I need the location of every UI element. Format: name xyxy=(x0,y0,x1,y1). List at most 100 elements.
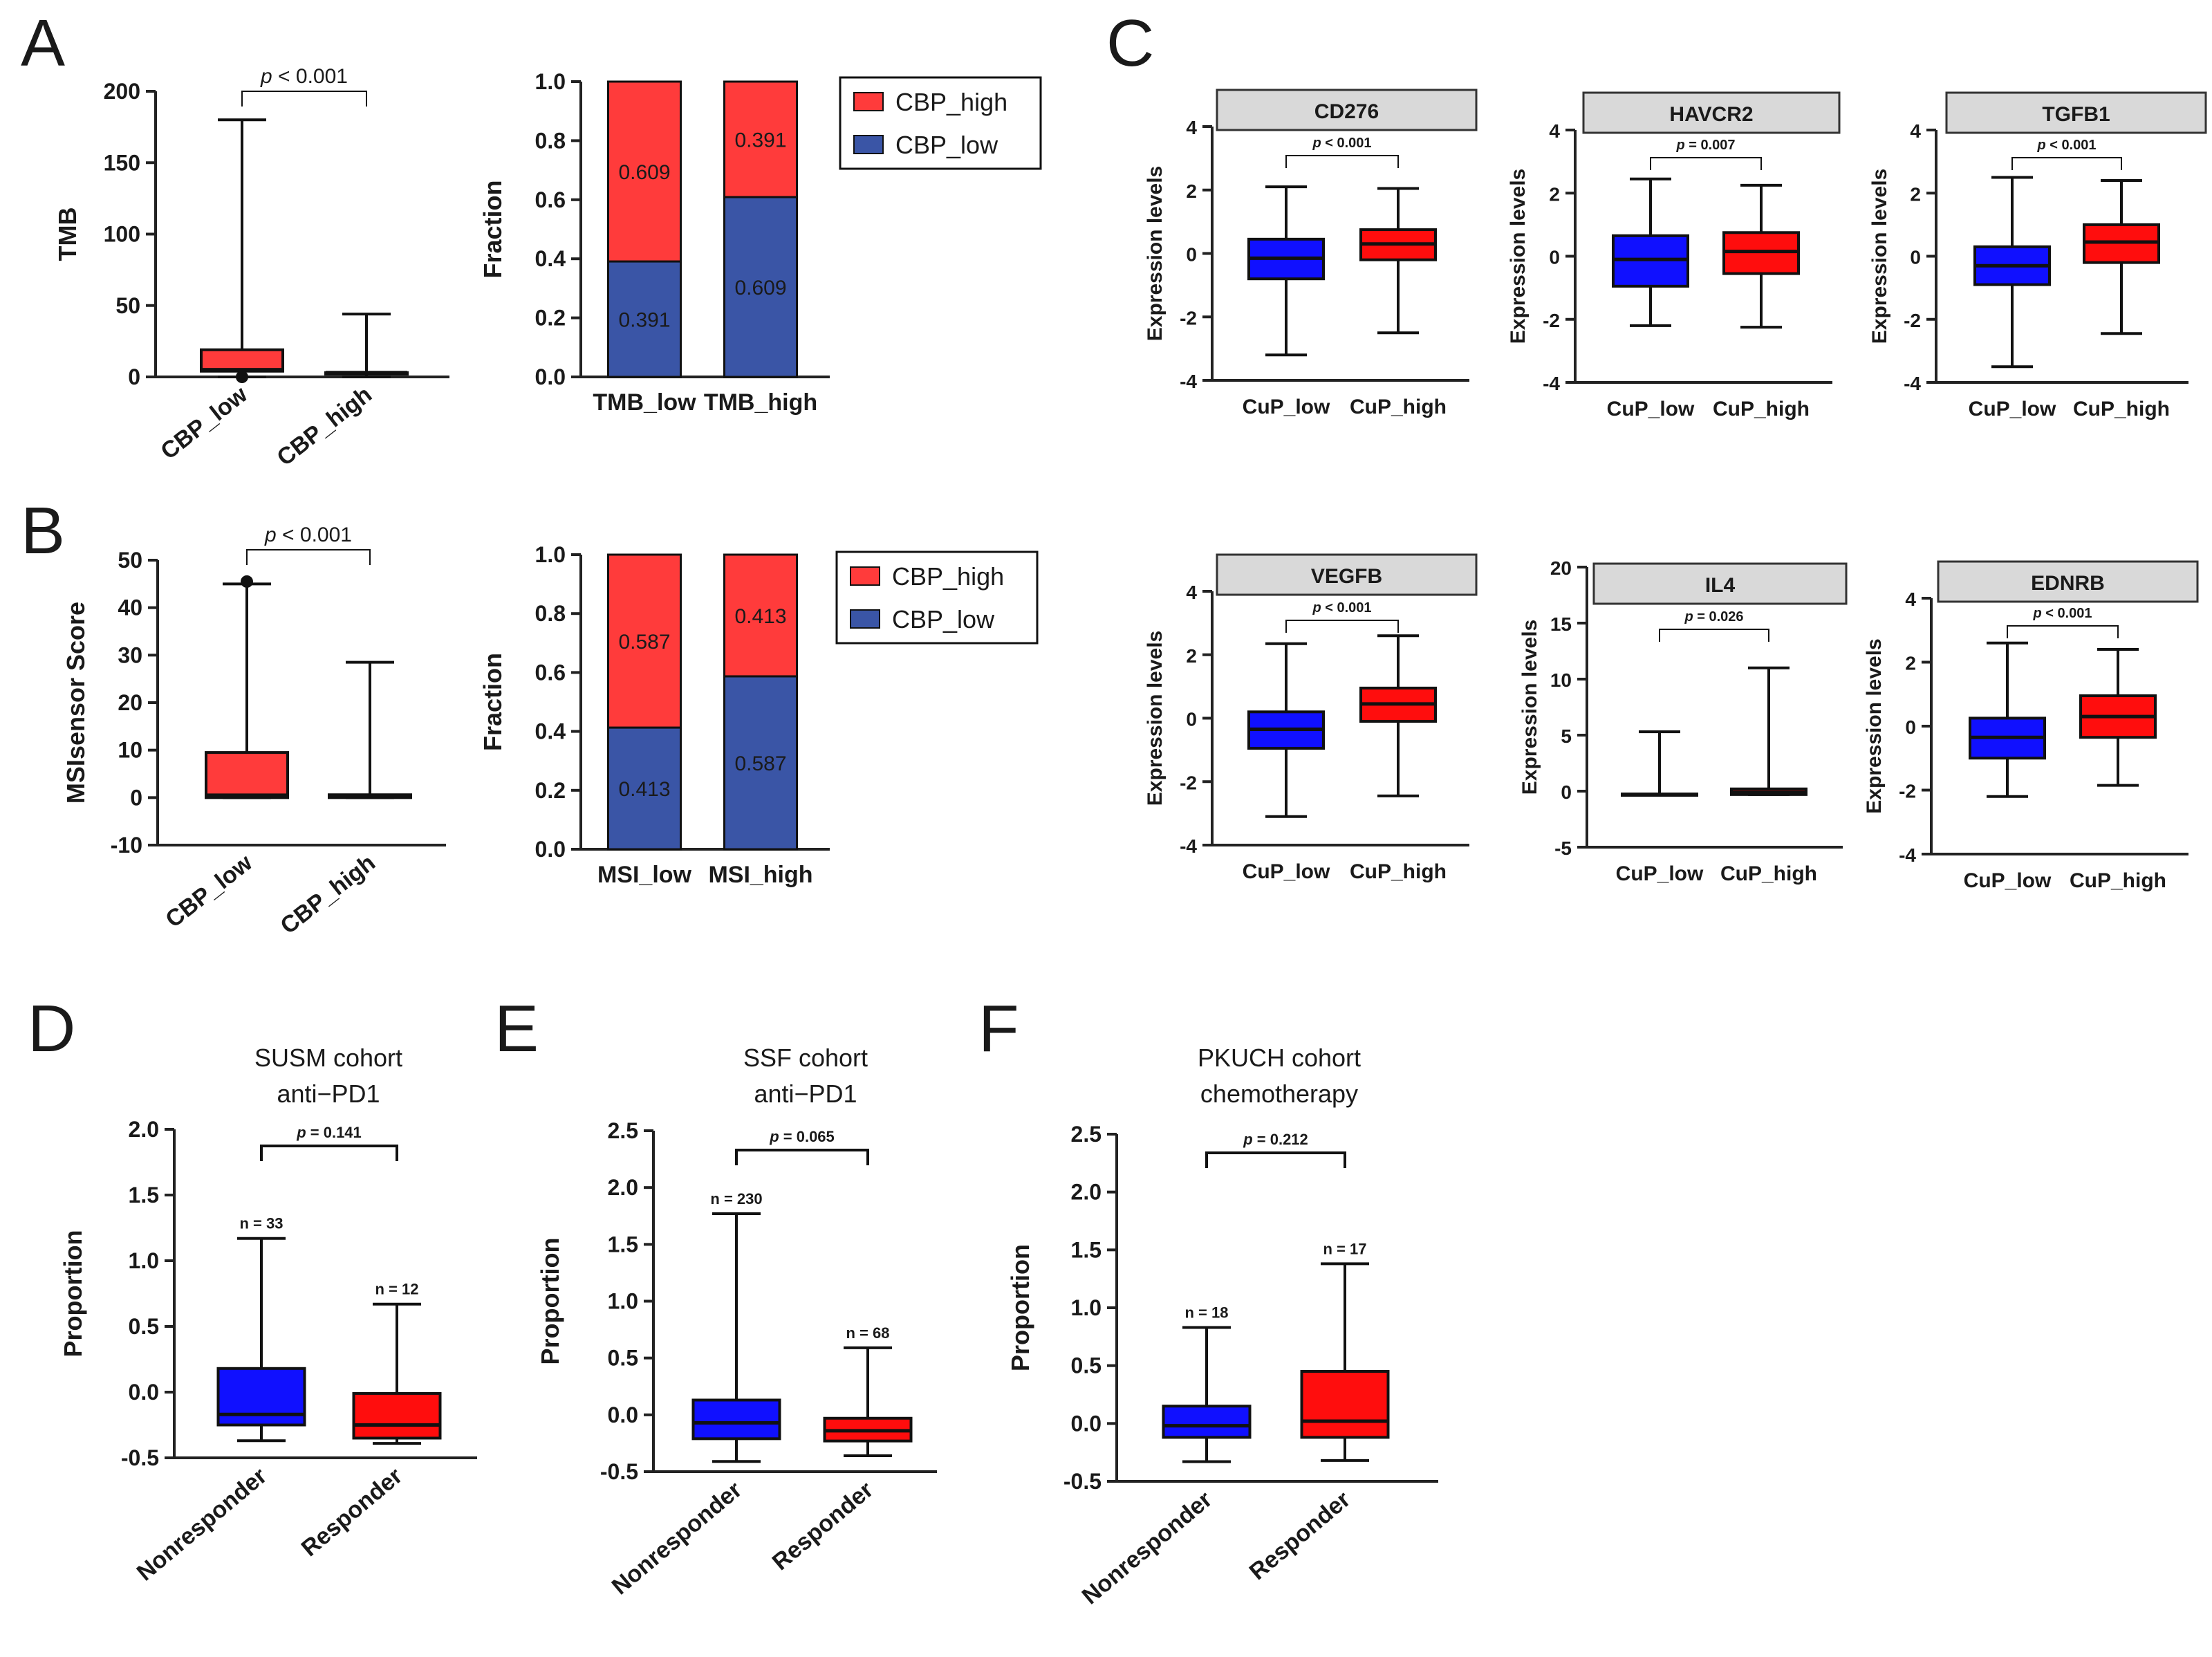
E_box-n-label: n = 68 xyxy=(846,1324,890,1342)
B_bar-y-tick-label: 0.8 xyxy=(535,601,566,626)
A_bar-y-tick-label: 0.8 xyxy=(535,128,566,153)
panel-letter-b: B xyxy=(21,494,65,568)
D_box-y-tick-label: -0.5 xyxy=(121,1445,159,1470)
A_bar-legend-label-low: CBP_low xyxy=(895,131,998,159)
B_bar-category-label: MSI_low xyxy=(597,862,692,888)
C_EDNRB-gene-title: EDNRB xyxy=(2031,572,2105,595)
A_box-y-tick-label: 150 xyxy=(104,150,140,175)
F_box-cohort-title: PKUCH cohort xyxy=(1198,1044,1361,1072)
D_box-category-label: Nonresponder xyxy=(132,1463,272,1586)
C_TGFB1-y-tick-label: 0 xyxy=(1910,247,1921,268)
F_box-y-tick-label: 0.0 xyxy=(1071,1411,1102,1436)
D_box-y-tick-label: 2.0 xyxy=(129,1117,159,1142)
B_box-y-tick-label: 30 xyxy=(118,642,142,667)
B_bar-y-tick-label: 0.0 xyxy=(535,837,566,862)
B_bar-y-tick-label: 1.0 xyxy=(535,542,566,567)
C_VEGFB-y-tick-label: 2 xyxy=(1186,645,1197,667)
B_bar-y-tick-label: 0.2 xyxy=(535,778,566,803)
C_IL4-category-label: CuP_high xyxy=(1720,862,1817,885)
C_HAVCR2-y-tick-label: -2 xyxy=(1543,310,1560,331)
E_box-y-tick-label: -0.5 xyxy=(600,1459,638,1484)
C_CD276-gene-title: CD276 xyxy=(1314,100,1379,123)
C_CD276-y-tick-label: -4 xyxy=(1180,371,1197,392)
B_box-y-tick-label: 40 xyxy=(118,595,142,620)
C_TGFB1-gene-title: TGFB1 xyxy=(2042,103,2110,126)
A_bar-bar-cbp-high xyxy=(607,80,682,263)
D_box-y-axis-label: Proportion xyxy=(59,1230,87,1358)
F_box-category-label: Nonresponder xyxy=(1077,1486,1217,1609)
B_box-box-0 xyxy=(205,751,289,799)
C_VEGFB-y-tick-label: -2 xyxy=(1180,772,1197,793)
C_CD276-y-tick-label: 4 xyxy=(1186,117,1197,138)
C_IL4-y-tick-label: -5 xyxy=(1554,837,1572,859)
B_bar-segment-label: 0.587 xyxy=(618,631,670,654)
E_box-cohort-subtitle: anti−PD1 xyxy=(754,1080,857,1108)
C_TGFB1-title-strip xyxy=(1945,91,2207,134)
C_HAVCR2-y-tick-label: 4 xyxy=(1549,120,1560,142)
D_box-category-label: Responder xyxy=(297,1463,407,1562)
C_HAVCR2-category-label: CuP_high xyxy=(1713,398,1810,420)
C_EDNRB-category-label: CuP_high xyxy=(2070,869,2166,892)
C_EDNRB-y-tick-label: 0 xyxy=(1905,716,1916,738)
C_VEGFB-pvalue-bracket xyxy=(1285,620,1399,633)
A_box-y-tick-label: 200 xyxy=(104,79,140,104)
C_EDNRB-y-axis-label: Expression levels xyxy=(1863,638,1886,813)
F_box-cohort-subtitle: chemotherapy xyxy=(1200,1080,1358,1108)
E_box-y-tick-label: 0.0 xyxy=(608,1403,638,1427)
B_bar-bar-cbp-high xyxy=(723,553,798,678)
A_bar-segment-label: 0.609 xyxy=(618,161,670,184)
A_bar-segment-label: 0.391 xyxy=(618,309,670,332)
F_box-y-tick-label: 1.5 xyxy=(1071,1237,1102,1262)
C_HAVCR2-category-label: CuP_low xyxy=(1607,398,1695,420)
C_VEGFB-y-axis-label: Expression levels xyxy=(1144,631,1167,806)
E_box-pvalue-label: p = 0.065 xyxy=(769,1128,835,1145)
D_box-n-label: n = 33 xyxy=(240,1215,284,1232)
C_EDNRB-y-tick-label: -4 xyxy=(1899,844,1916,866)
C_VEGFB-category-label: CuP_low xyxy=(1243,860,1330,883)
A_bar-legend-swatch-high xyxy=(853,92,884,111)
B_box-y-axis-label: MSIsensor Score xyxy=(62,602,90,804)
B_bar-bar-cbp-low xyxy=(723,675,798,851)
A_bar-y-tick-label: 0.4 xyxy=(535,246,566,271)
C_CD276-y-axis-label: Expression levels xyxy=(1144,166,1167,341)
B_box-y-tick-label: 10 xyxy=(118,738,142,763)
E_box-y-tick-label: 2.5 xyxy=(608,1118,638,1143)
B_box-y-tick-label: 20 xyxy=(118,690,142,715)
C_CD276-y-tick-label: 0 xyxy=(1186,244,1197,266)
F_box-n-label: n = 18 xyxy=(1185,1304,1229,1321)
C_TGFB1-y-axis-label: Expression levels xyxy=(1868,169,1891,344)
B_box-y-tick-label: 50 xyxy=(118,548,142,573)
C_VEGFB-category-label: CuP_high xyxy=(1350,860,1447,883)
C_EDNRB-y-tick-label: 4 xyxy=(1905,589,1916,610)
B_box-category-label: CBP_high xyxy=(276,849,380,939)
A_bar-legend-label-high: CBP_high xyxy=(895,88,1007,116)
A_bar-bar-cbp-high xyxy=(723,80,798,198)
B_box-outlier-point xyxy=(241,575,253,588)
C_IL4-y-axis-label: Expression levels xyxy=(1518,620,1541,795)
A_bar-bar-cbp-low xyxy=(723,196,798,378)
B_bar-legend-swatch-high xyxy=(850,566,880,586)
E_box-y-tick-label: 1.5 xyxy=(608,1232,638,1257)
C_IL4-y-tick-label: 10 xyxy=(1550,669,1572,691)
C_IL4-gene-title: IL4 xyxy=(1705,574,1736,597)
C_VEGFB-y-tick-label: -4 xyxy=(1180,835,1197,857)
D_box-y-tick-label: 0.0 xyxy=(129,1380,159,1405)
B_bar-category-label: MSI_high xyxy=(708,862,812,888)
E_box-category-label: Nonresponder xyxy=(607,1477,747,1600)
C_VEGFB-pvalue-label: p < 0.001 xyxy=(1312,600,1371,615)
C_TGFB1-category-label: CuP_low xyxy=(1969,398,2056,420)
C_HAVCR2-pvalue-bracket xyxy=(1650,157,1762,170)
F_box-y-tick-label: 0.5 xyxy=(1071,1353,1102,1378)
panel-letter-e: E xyxy=(494,992,539,1066)
A_box-outlier-point xyxy=(236,371,248,383)
C_CD276-category-label: CuP_low xyxy=(1243,396,1330,418)
C_IL4-y-tick-label: 5 xyxy=(1561,725,1572,747)
C_TGFB1-pvalue-label: p < 0.001 xyxy=(2036,138,2096,153)
D_box-y-tick-label: 1.0 xyxy=(129,1248,159,1273)
E_box-n-label: n = 230 xyxy=(710,1190,762,1207)
C_EDNRB-category-label: CuP_low xyxy=(1964,869,2052,892)
C_TGFB1-pvalue-bracket xyxy=(2011,157,2122,170)
C_HAVCR2-y-tick-label: -4 xyxy=(1543,373,1560,394)
C_HAVCR2-title-strip xyxy=(1582,91,1841,134)
